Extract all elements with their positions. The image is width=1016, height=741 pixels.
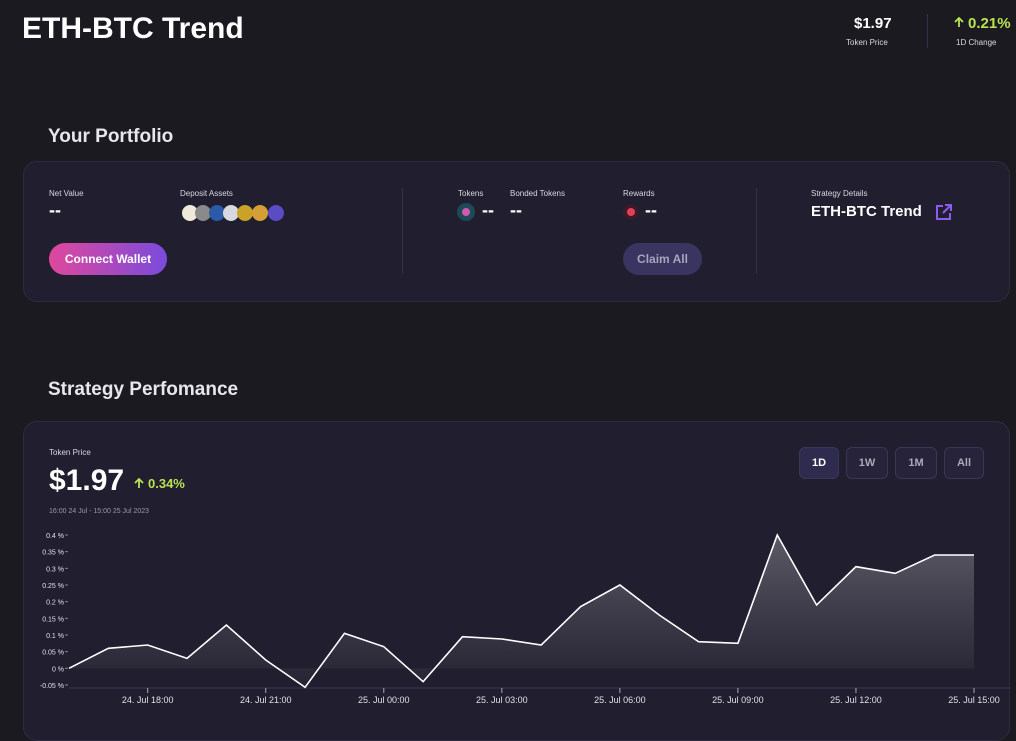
price: $1.97 bbox=[49, 464, 125, 497]
token-icon bbox=[457, 203, 475, 221]
label: Net Value bbox=[49, 189, 84, 198]
period-button[interactable]: 1M bbox=[895, 447, 937, 479]
label: Tokens bbox=[458, 189, 484, 198]
value: -- bbox=[510, 200, 522, 220]
up-arrow bbox=[954, 16, 964, 27]
reward-icon bbox=[623, 204, 639, 220]
up-arrow bbox=[134, 477, 144, 488]
price-change: 0.34% bbox=[148, 476, 185, 491]
token-price-label: Token Price bbox=[846, 38, 888, 47]
label: Strategy Details bbox=[811, 189, 868, 198]
external-link-icon[interactable] bbox=[935, 203, 953, 221]
page: ETH-BTC Trend $1.97 Token Price 0.21% 1D… bbox=[22, 12, 1011, 741]
date-range: 16:00 24 Jul - 15:00 25 Jul 2023 bbox=[49, 508, 150, 515]
strategy-link[interactable]: ETH-BTC Trend bbox=[811, 203, 922, 220]
section-title: Strategy Perfomance bbox=[48, 379, 239, 400]
divider bbox=[756, 188, 757, 274]
page-title: ETH-BTC Trend bbox=[22, 12, 244, 45]
section-title: Your Portfolio bbox=[48, 126, 174, 147]
price-label: Token Price bbox=[49, 448, 91, 457]
asset-icons bbox=[182, 205, 284, 221]
value: -- bbox=[49, 200, 61, 220]
token-price: $1.97 bbox=[854, 15, 892, 32]
label: Rewards bbox=[623, 189, 655, 198]
portfolio-card bbox=[23, 161, 1010, 302]
label: Deposit Assets bbox=[180, 189, 233, 198]
change: 0.21% bbox=[968, 15, 1011, 32]
value: -- bbox=[645, 200, 657, 220]
period-button[interactable]: 1W bbox=[846, 447, 888, 479]
claim-all-button[interactable]: Claim All bbox=[623, 243, 702, 275]
value: -- bbox=[482, 200, 494, 220]
label: Bonded Tokens bbox=[510, 189, 566, 198]
change-label: 1D Change bbox=[956, 38, 997, 47]
divider bbox=[927, 14, 928, 48]
connect-wallet-button[interactable]: Connect Wallet bbox=[49, 243, 167, 275]
period-button[interactable]: All bbox=[944, 447, 984, 479]
divider bbox=[402, 188, 403, 274]
period-button[interactable]: 1D bbox=[799, 447, 839, 479]
